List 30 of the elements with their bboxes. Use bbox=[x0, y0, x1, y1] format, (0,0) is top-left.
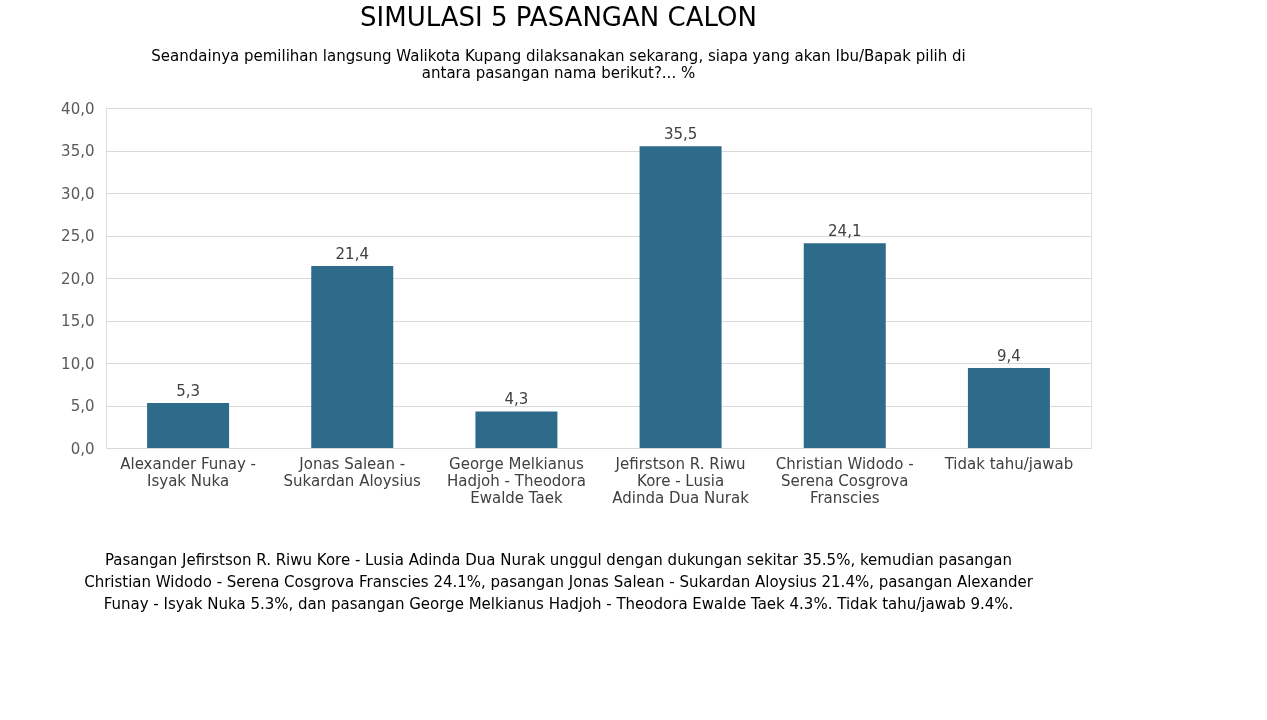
data-label: 9,4 bbox=[996, 347, 1021, 366]
x-tick-label: Jonas Salean - Sukardan Aloysius bbox=[283, 454, 422, 490]
chart-subtitle: Seandainya pemilihan langsung Walikota Kupang dilaksanakan sekarang, siapa yang akan Ibu/Bapak pilih di antara pasangan nama berikut?... % bbox=[151, 47, 966, 82]
bar bbox=[475, 411, 558, 448]
bar bbox=[803, 243, 886, 448]
x-tick-label: Tidak tahu/jawab bbox=[943, 454, 1074, 473]
bar bbox=[311, 266, 394, 448]
x-tick-label: Jefirstson R. Riwu Kore - Lusia Adinda Dua Nurak bbox=[612, 454, 750, 507]
chart-title: SIMULASI 5 PASANGAN CALON bbox=[360, 2, 757, 32]
y-tick-label: 10,0 bbox=[61, 354, 95, 373]
y-tick-label: 35,0 bbox=[61, 142, 95, 160]
bar bbox=[639, 146, 722, 448]
data-label: 4,3 bbox=[504, 390, 529, 409]
data-label: 35,5 bbox=[663, 125, 698, 144]
y-tick-label: 40,0 bbox=[61, 99, 95, 118]
y-tick-label: 0,0 bbox=[70, 439, 95, 458]
data-label: 5,3 bbox=[176, 381, 201, 400]
y-tick-label: 30,0 bbox=[61, 184, 95, 203]
data-label: 21,4 bbox=[335, 245, 369, 264]
x-tick-label: Alexander Funay - Isyak Nuka bbox=[120, 454, 256, 490]
y-tick-label: 25,0 bbox=[61, 227, 95, 245]
y-tick-label: 15,0 bbox=[61, 312, 95, 330]
data-label: 24,1 bbox=[828, 222, 862, 241]
y-tick-label: 20,0 bbox=[61, 269, 95, 288]
x-tick-label: Christian Widodo - Serena Cosgrova Franscies bbox=[775, 454, 914, 507]
text: Pasangan Jefirstson R. Riwu Kore - Lusia Adinda Dua Nurak unggul dengan dukungan sekitar 35.5%, kemudian pasangan Christian Widodo - Serena Cosgrova Franscies 24.1%, pasangan Jonas Salean - Sukardan Aloysius 21.4%, pasangan Alexander Funay - Isyak Nuka 5.3%, dan pasangan George Melkianus Hadjoh - Theodora Ewalde Taek 4.3%. Tidak tahu/jawab 9.4%. bbox=[84, 551, 1034, 613]
x-tick-label: George Melkianus Hadjoh - Theodora Ewalde Taek bbox=[446, 454, 586, 507]
bar bbox=[967, 368, 1050, 448]
bar bbox=[147, 402, 230, 448]
y-tick-label: 5,0 bbox=[70, 397, 95, 415]
